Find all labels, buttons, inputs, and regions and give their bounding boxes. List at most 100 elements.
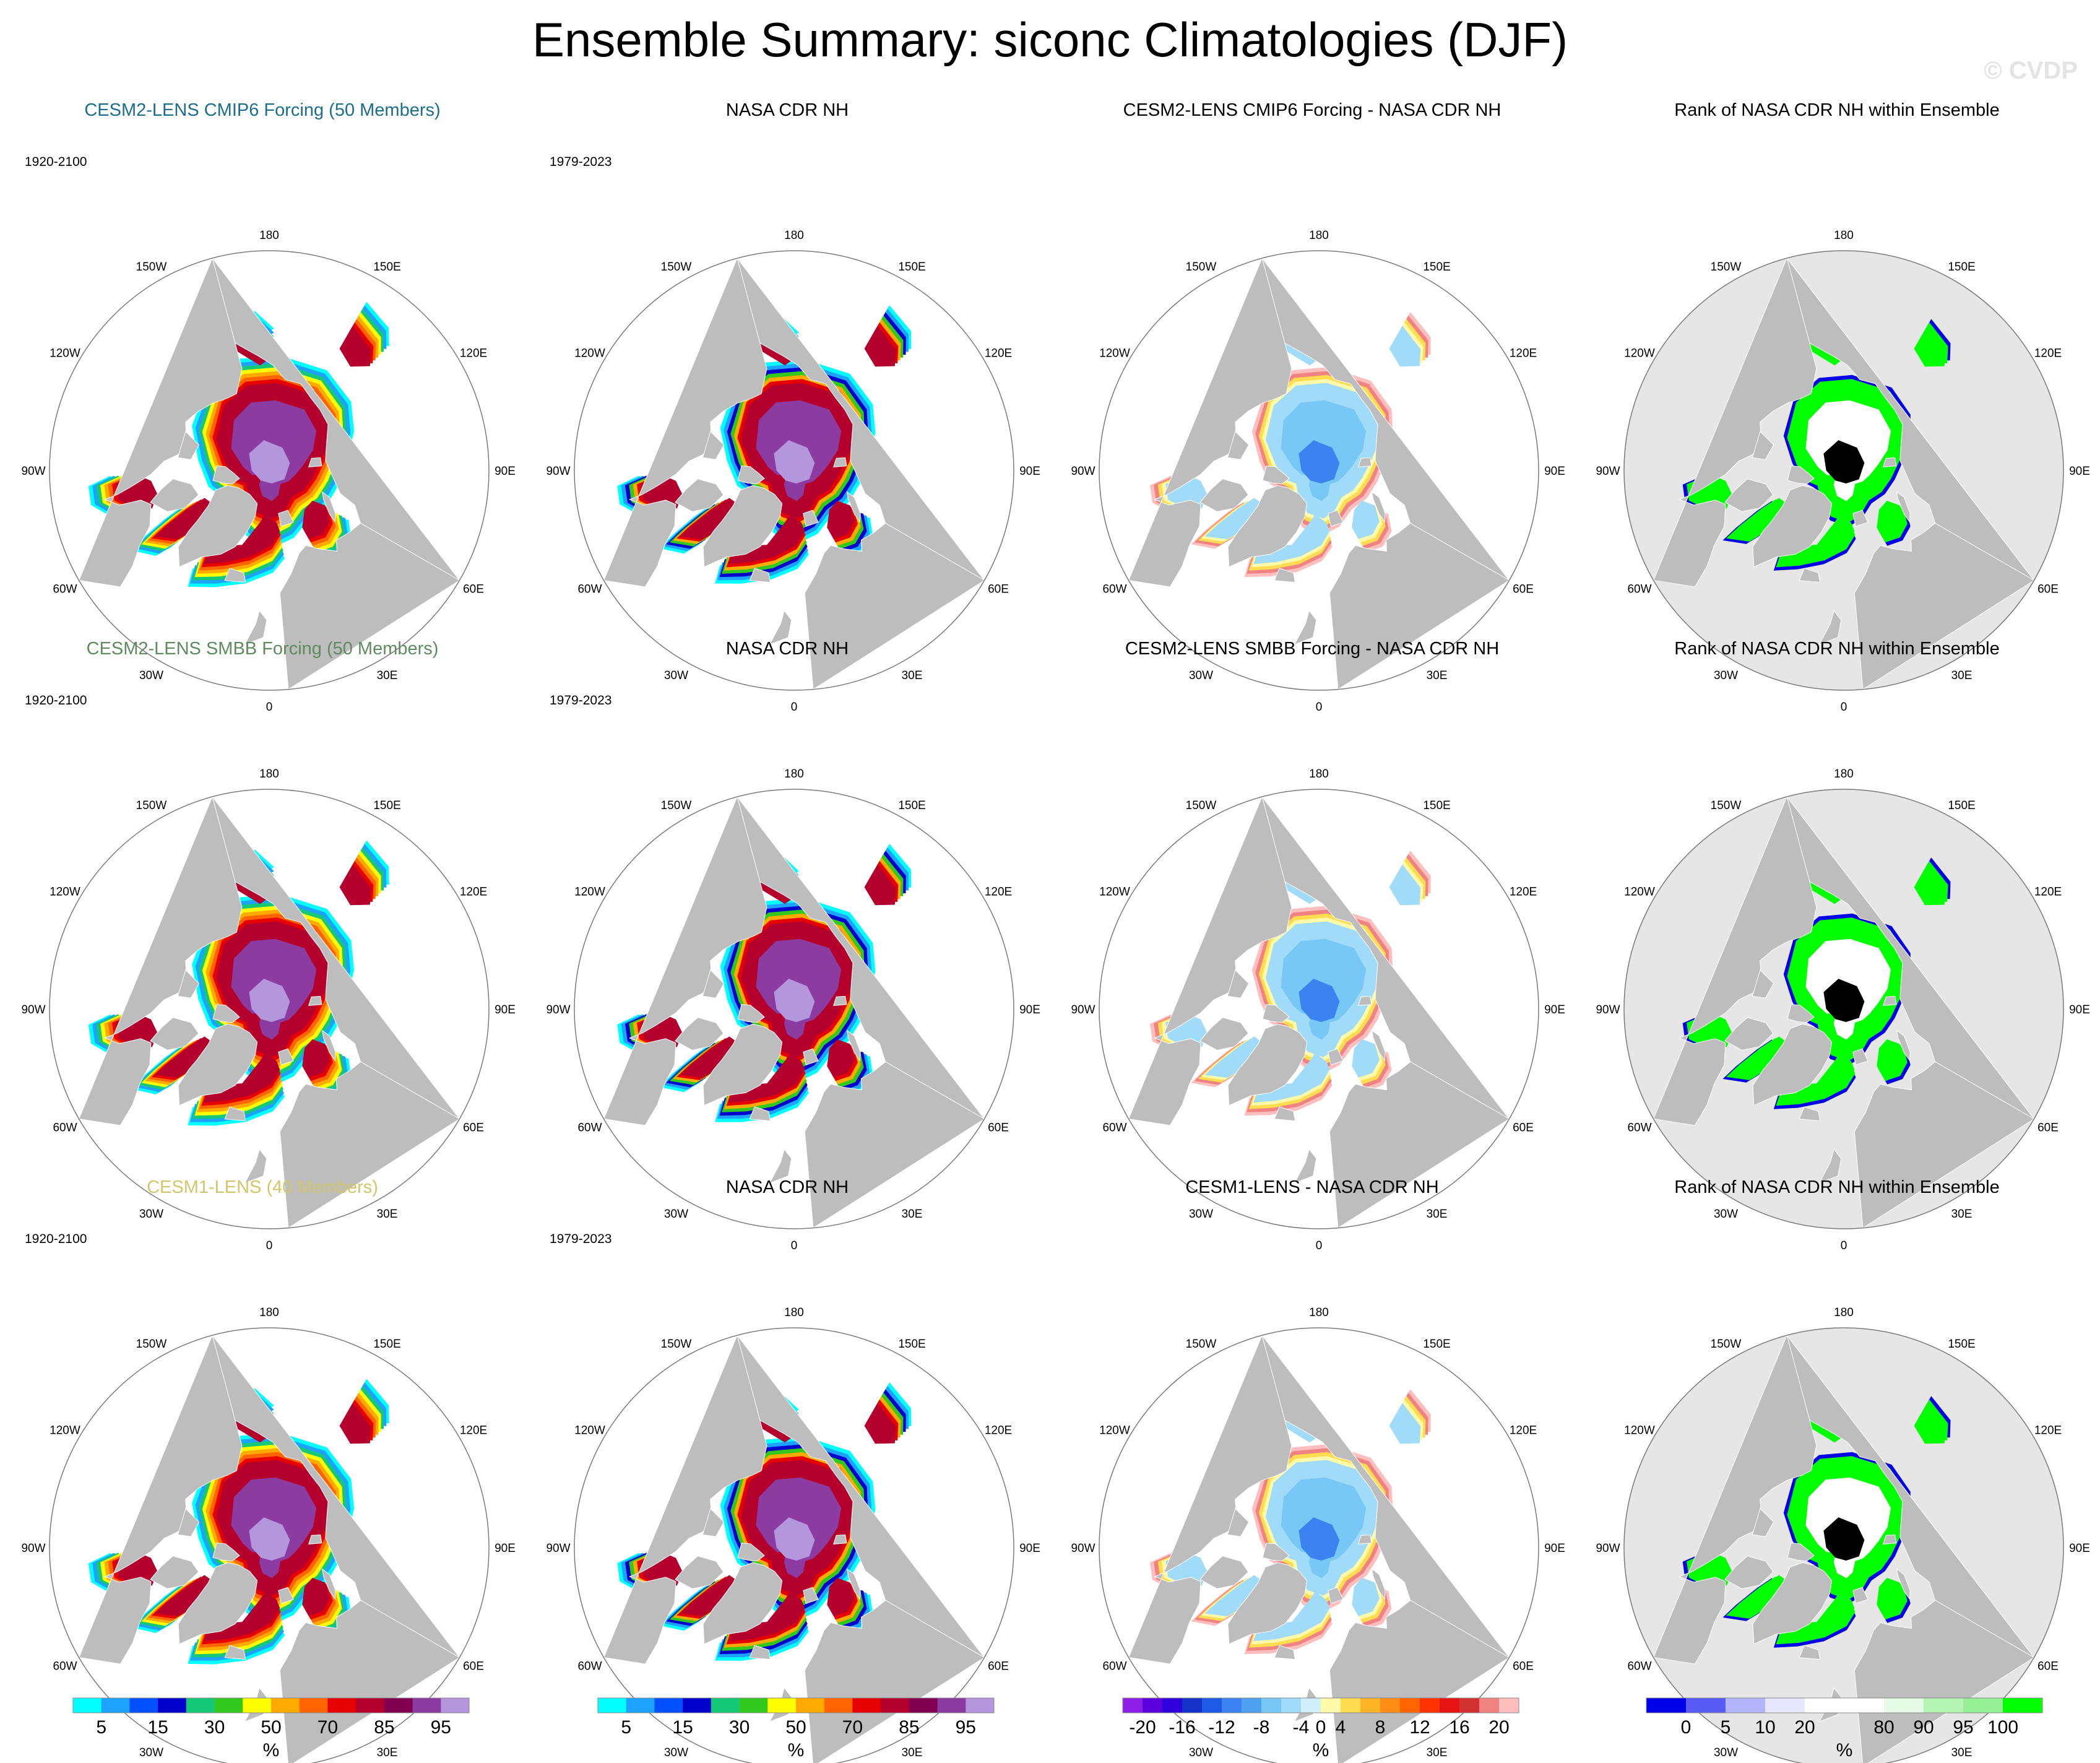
lon-label: 60E bbox=[463, 583, 484, 596]
colorbar-tick-label: 12 bbox=[1409, 1717, 1430, 1738]
colorbar-tick-label: 5 bbox=[1721, 1717, 1731, 1738]
land-baffin bbox=[150, 479, 199, 513]
map-border bbox=[1623, 250, 2064, 691]
lon-label: 150W bbox=[1186, 261, 1217, 274]
land-iceland bbox=[749, 1106, 771, 1122]
map-border bbox=[574, 250, 1014, 691]
colorbar-swatch bbox=[852, 1698, 881, 1713]
colorbar-swatch bbox=[1765, 1698, 1805, 1713]
ice-pole bbox=[1298, 440, 1340, 483]
lon-label: 120E bbox=[985, 1424, 1012, 1437]
lon-label: 30W bbox=[139, 1746, 163, 1759]
land-novaya bbox=[321, 1029, 336, 1062]
lon-label: 150W bbox=[136, 261, 167, 274]
ice-core bbox=[1729, 498, 1787, 540]
land-siberia bbox=[737, 796, 985, 1119]
land-ukmain bbox=[769, 610, 792, 646]
land-ellesmere bbox=[737, 1004, 765, 1023]
land-iceland bbox=[1274, 1106, 1296, 1122]
lon-label: 60W bbox=[1627, 1122, 1651, 1135]
lon-label: 120E bbox=[2034, 1424, 2062, 1437]
land-siberia bbox=[737, 1335, 985, 1658]
land-alaska_na bbox=[1128, 1334, 1292, 1665]
lon-label: 180 bbox=[259, 768, 279, 781]
colorbar-tick-label: 0 bbox=[1316, 1717, 1326, 1738]
land-novaya bbox=[1371, 491, 1386, 523]
ice-core bbox=[339, 1403, 371, 1444]
land-baffin bbox=[675, 479, 724, 513]
panel-diff-row2: CESM2-LENS SMBB Forcing - NASA CDR NH 180… bbox=[1050, 638, 1575, 1252]
land-ellesmere bbox=[737, 466, 765, 485]
colorbar-swatch bbox=[1726, 1698, 1766, 1713]
land-severnaya bbox=[1357, 457, 1372, 467]
colorbar-swatch bbox=[1459, 1698, 1480, 1713]
polar-map: 180 150E 120E 90E 60E 30E 0 30W 60W 90W 120W 150W bbox=[21, 768, 516, 1252]
colorbar-swatch bbox=[598, 1698, 627, 1713]
lon-label: 150E bbox=[373, 261, 400, 274]
lon-label: 150E bbox=[373, 1338, 400, 1351]
ice-pole bbox=[1823, 979, 1865, 1022]
lon-label: 150E bbox=[1948, 799, 1975, 812]
land-iceland bbox=[1799, 1106, 1821, 1122]
ice-core bbox=[339, 326, 371, 367]
period-label: 1979-2023 bbox=[550, 693, 612, 708]
colorbar-4: 0 5 10 20 80 90 95 100% bbox=[1646, 1697, 2100, 1761]
lon-label: 120E bbox=[1510, 347, 1537, 360]
land-scandinavia bbox=[1854, 522, 2035, 690]
colorbar-swatch bbox=[158, 1698, 187, 1713]
panel-ensemble-row1: CESM2-LENS CMIP6 Forcing (50 Members) 192… bbox=[0, 99, 525, 714]
lon-label: 60E bbox=[1513, 583, 1534, 596]
ice-core bbox=[155, 1036, 212, 1078]
lon-label: 60W bbox=[1102, 1122, 1126, 1135]
ice-core bbox=[1877, 500, 1904, 539]
land-severnaya bbox=[308, 995, 322, 1006]
panel-title: NASA CDR NH bbox=[725, 1177, 849, 1197]
ice-core bbox=[302, 1039, 330, 1078]
colorbar-tick-label: 16 bbox=[1449, 1717, 1469, 1738]
land-greenland bbox=[1752, 1562, 1833, 1645]
colorbar-svg: 5 15 30 50 70 85 95% bbox=[72, 1697, 470, 1761]
land-victoria bbox=[1227, 1508, 1250, 1537]
ice-core bbox=[1204, 1036, 1262, 1078]
land-victoria bbox=[1227, 969, 1250, 998]
lon-label: 150W bbox=[136, 799, 167, 812]
ice-pole bbox=[249, 1517, 290, 1561]
lon-label: 60E bbox=[1513, 1660, 1534, 1673]
map-border bbox=[1623, 789, 2064, 1229]
land-iceland bbox=[1274, 1645, 1296, 1660]
land-novaya bbox=[1371, 1568, 1386, 1600]
land-scandinavia bbox=[1329, 1061, 1510, 1229]
lon-label: 90E bbox=[495, 1003, 516, 1016]
lon-label: 120W bbox=[50, 347, 80, 360]
colorbar-swatch bbox=[1499, 1698, 1519, 1713]
ice-core bbox=[864, 864, 896, 906]
land-ellesmere bbox=[737, 1543, 765, 1562]
lon-label: 30W bbox=[1189, 1208, 1213, 1221]
land-ellesmere bbox=[1262, 1543, 1290, 1562]
land-ukmain bbox=[244, 1148, 267, 1184]
land-svalbard bbox=[1328, 1587, 1344, 1604]
lon-label: 150E bbox=[1423, 1338, 1450, 1351]
ice-core bbox=[1352, 1577, 1380, 1616]
panel-title: CESM1-LENS - NASA CDR NH bbox=[1185, 1177, 1439, 1197]
land-svalbard bbox=[1852, 509, 1869, 527]
colorbar-swatch bbox=[243, 1698, 272, 1713]
lon-label: 60E bbox=[988, 1122, 1009, 1135]
lon-label: 180 bbox=[1834, 229, 1854, 242]
land-ukmain bbox=[769, 1148, 792, 1184]
ice-pole bbox=[1823, 440, 1865, 483]
period-label: 1979-2023 bbox=[550, 155, 612, 169]
colorbar-tick-label: 70 bbox=[318, 1717, 338, 1738]
ice-core bbox=[680, 498, 737, 540]
colorbar-swatch bbox=[683, 1698, 712, 1713]
map-border bbox=[574, 1327, 1014, 1763]
land-greenland bbox=[1227, 1562, 1308, 1645]
ice-core bbox=[864, 326, 896, 367]
land-svalbard bbox=[803, 1587, 819, 1604]
colorbar-tick-label: -8 bbox=[1253, 1717, 1270, 1738]
land-greenland bbox=[178, 1023, 258, 1106]
lon-label: 150W bbox=[1711, 799, 1742, 812]
land-greenland bbox=[1227, 485, 1308, 568]
period-label: 1920-2100 bbox=[25, 155, 87, 169]
colorbar-swatch bbox=[796, 1698, 825, 1713]
